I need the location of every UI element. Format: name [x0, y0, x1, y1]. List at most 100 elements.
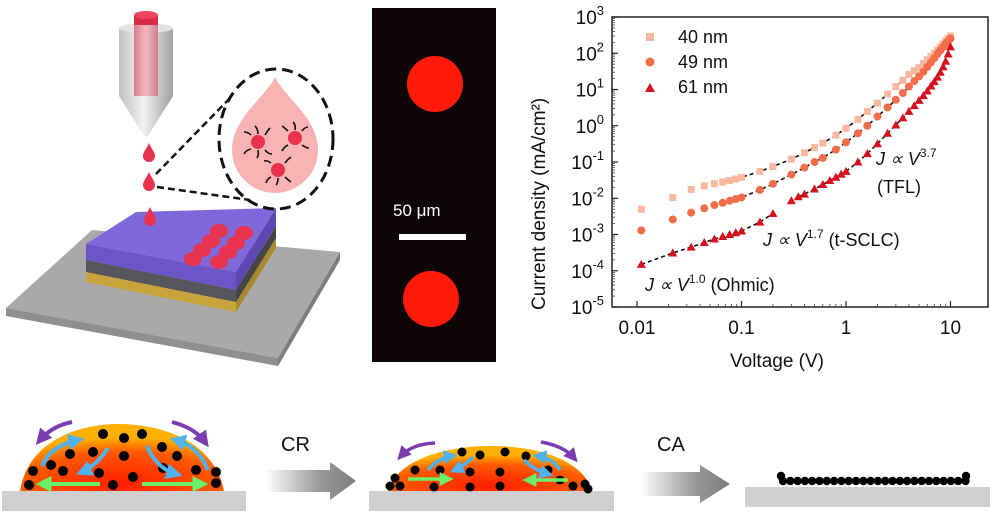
y-tick-label: 100 — [576, 112, 604, 138]
flow-arrow-blue-4 — [169, 434, 210, 471]
data-point — [904, 106, 914, 115]
data-point — [755, 185, 764, 194]
legend-label-61nm: 61 nm — [678, 77, 728, 97]
fit-line — [722, 62, 924, 183]
data-point — [883, 128, 893, 137]
film-particle — [851, 476, 861, 486]
data-point — [710, 201, 719, 210]
panel-drying-process: CR CA — [2, 420, 990, 511]
y-tick-label: 102 — [576, 39, 604, 65]
gray-layer — [86, 260, 236, 302]
flow-arrow-blue-5 — [426, 450, 458, 472]
film-particle — [895, 476, 904, 486]
y-tick-label: 10-2 — [571, 184, 604, 210]
data-point — [800, 163, 809, 172]
stage-receding-droplet — [369, 440, 614, 511]
data-point — [929, 77, 939, 86]
x-axis-ticks: 0.01 0.1 1 10 — [619, 301, 961, 339]
base-plate-edge — [6, 308, 278, 366]
data-points — [636, 32, 955, 268]
data-point — [935, 67, 945, 76]
film-particle — [954, 476, 963, 486]
legend-marker-40nm — [646, 33, 654, 41]
printed-dot-top — [407, 56, 463, 112]
data-point — [884, 90, 892, 98]
data-point — [818, 153, 827, 162]
data-point — [873, 112, 882, 121]
film-particle — [866, 476, 875, 486]
data-point — [799, 189, 809, 198]
data-point — [892, 83, 900, 91]
process-label-cr: CR — [281, 434, 310, 456]
particles-2 — [385, 447, 593, 494]
y-tick-label: 10-5 — [571, 293, 604, 319]
data-point — [904, 82, 913, 91]
data-point — [818, 179, 828, 188]
film-particle — [786, 476, 795, 486]
flow-arrow-blue-2 — [76, 446, 110, 476]
data-point — [943, 49, 953, 58]
stage-initial-droplet — [2, 420, 246, 511]
flow-arrow-blue-3 — [145, 445, 183, 479]
data-point — [832, 131, 840, 139]
data-point — [932, 72, 942, 81]
gray-layer-side — [236, 226, 276, 302]
panel-inkjet-illustration — [6, 11, 340, 366]
data-point — [637, 205, 645, 213]
data-point — [891, 95, 900, 104]
film-particle — [888, 476, 897, 486]
data-point — [923, 56, 931, 64]
film-particle — [808, 476, 817, 486]
film-particle — [800, 476, 810, 486]
film-particle — [873, 476, 883, 486]
data-point — [946, 42, 955, 51]
y-tick-label: 101 — [576, 76, 604, 102]
film-particle — [776, 471, 786, 481]
data-point — [668, 215, 677, 224]
data-point — [918, 91, 928, 100]
substrate-3 — [745, 487, 990, 507]
legend-marker-49nm — [645, 57, 655, 67]
data-point — [810, 184, 820, 193]
data-point — [872, 139, 882, 148]
film-particle — [829, 476, 839, 486]
film-particle — [924, 476, 934, 486]
film-particle — [932, 476, 941, 486]
data-point — [786, 196, 796, 205]
inkjet-nozzle — [119, 11, 173, 136]
annotation-tsclc: J ∝ V1.7 (t-SCLC) — [762, 227, 900, 250]
purple-layer-side — [236, 208, 276, 290]
data-point — [637, 226, 646, 235]
data-point — [732, 175, 740, 183]
data-point — [800, 149, 808, 157]
data-point — [853, 129, 862, 138]
data-point — [737, 193, 746, 202]
stage-final-film — [745, 471, 990, 507]
legend-marker-61nm — [645, 83, 655, 92]
marangoni-arrow-right-2 — [540, 440, 578, 463]
data-point — [863, 107, 871, 115]
data-point — [768, 179, 777, 188]
data-point — [842, 124, 850, 132]
series-49nm — [637, 34, 955, 235]
data-point — [873, 99, 881, 107]
marangoni-arrow-right — [171, 420, 209, 448]
data-point — [726, 176, 734, 184]
panel-micrograph: 50 μm — [372, 8, 496, 362]
data-point — [898, 89, 907, 98]
marangoni-arrow-left — [35, 420, 73, 445]
film-particle — [793, 476, 802, 486]
data-point — [768, 208, 778, 217]
particle-monolayer — [776, 471, 971, 486]
data-point — [710, 180, 718, 188]
data-point — [891, 120, 901, 129]
film-particle — [881, 476, 890, 486]
zoom-line-top — [155, 97, 231, 175]
substrate-1 — [2, 491, 246, 511]
legend-label-40nm: 40 nm — [678, 27, 728, 47]
data-point — [909, 101, 919, 110]
marangoni-arrow-left-2 — [397, 441, 436, 461]
film-particle — [946, 476, 956, 486]
purple-layer-front — [86, 244, 236, 290]
